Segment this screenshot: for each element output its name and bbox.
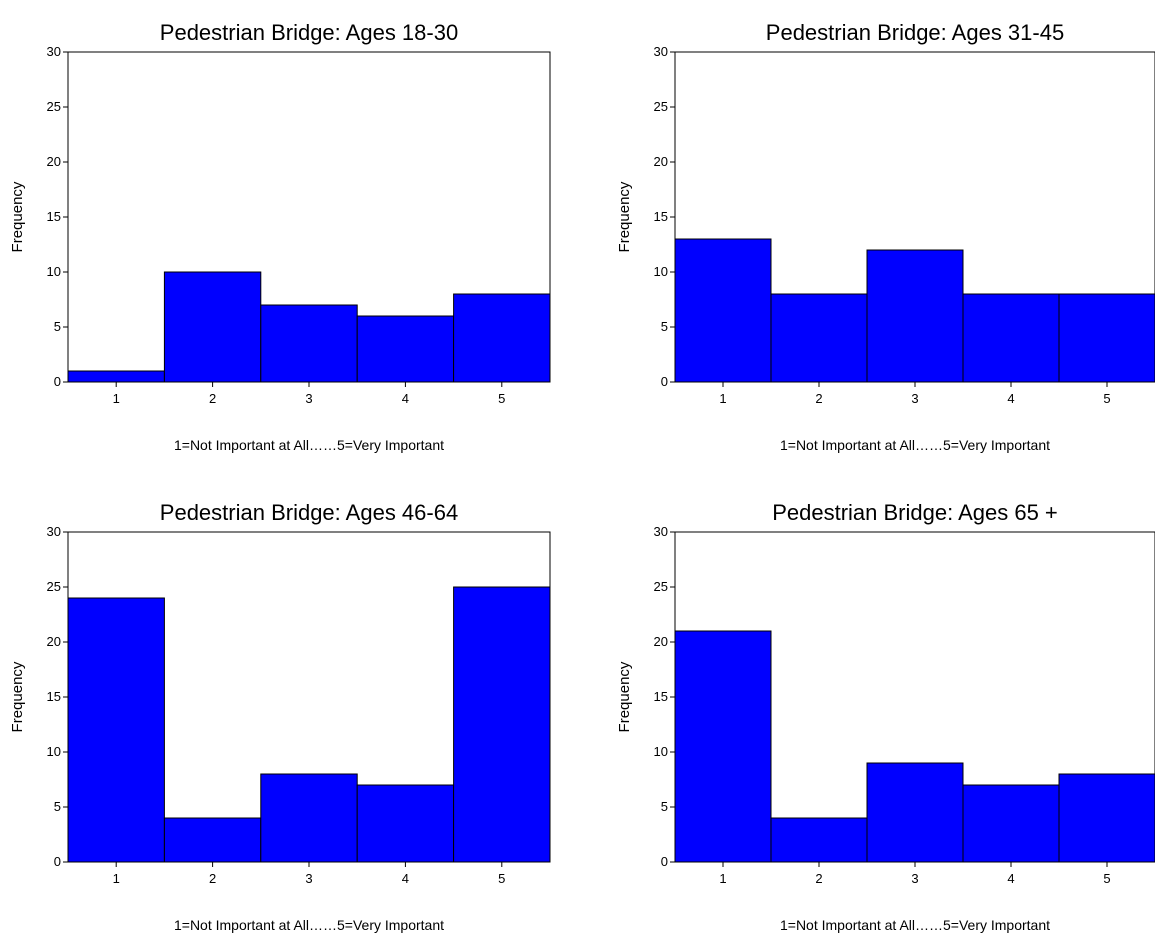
x-tick-label: 4: [402, 871, 409, 886]
bar-2: [163, 817, 262, 863]
bar-2: [770, 817, 868, 863]
y-tick-label: 30: [654, 524, 668, 539]
x-axis-label: 1=Not Important at All……5=Very Important: [174, 917, 444, 933]
histogram-panel-2: Pedestrian Bridge: Ages 31-4505101520253…: [616, 20, 1155, 453]
y-tick-label: 10: [654, 744, 668, 759]
chart-title: Pedestrian Bridge: Ages 46-64: [160, 500, 458, 525]
x-tick-label: 3: [305, 391, 312, 406]
bar-3: [866, 249, 964, 383]
y-tick-label: 30: [654, 44, 668, 59]
histogram-panel-1: Pedestrian Bridge: Ages 18-3005101520253…: [9, 20, 551, 453]
y-tick-label: 25: [654, 99, 668, 114]
bar-5: [1058, 773, 1155, 863]
x-tick-label: 4: [402, 391, 409, 406]
x-tick-label: 1: [113, 871, 120, 886]
bar-4: [962, 784, 1060, 863]
chart-title: Pedestrian Bridge: Ages 18-30: [160, 20, 458, 45]
y-tick-label: 20: [47, 634, 61, 649]
y-tick-label: 20: [654, 634, 668, 649]
chart-title: Pedestrian Bridge: Ages 31-45: [766, 20, 1064, 45]
y-tick-label: 15: [47, 209, 61, 224]
histogram-panel-4: Pedestrian Bridge: Ages 65 +051015202530…: [616, 500, 1155, 933]
x-tick-label: 5: [1103, 871, 1110, 886]
bar-5: [1058, 293, 1155, 383]
y-tick-label: 25: [47, 99, 61, 114]
bar-4: [356, 784, 455, 863]
y-tick-label: 10: [654, 264, 668, 279]
y-axis-label: Frequency: [616, 181, 633, 252]
bar-5: [453, 586, 551, 863]
y-tick-label: 0: [661, 374, 668, 389]
x-tick-label: 5: [498, 391, 505, 406]
y-tick-label: 20: [654, 154, 668, 169]
y-tick-label: 5: [661, 799, 668, 814]
x-tick-label: 1: [719, 871, 726, 886]
y-tick-label: 5: [661, 319, 668, 334]
bar-1: [67, 370, 165, 383]
x-tick-label: 1: [719, 391, 726, 406]
y-tick-label: 0: [54, 374, 61, 389]
x-tick-label: 2: [209, 871, 216, 886]
y-tick-label: 5: [54, 799, 61, 814]
x-tick-label: 5: [498, 871, 505, 886]
bar-2: [163, 271, 262, 383]
x-tick-label: 3: [911, 391, 918, 406]
x-tick-label: 2: [209, 391, 216, 406]
x-tick-label: 4: [1007, 391, 1014, 406]
bar-4: [962, 293, 1060, 383]
x-tick-label: 5: [1103, 391, 1110, 406]
bar-4: [356, 315, 455, 383]
y-axis-label: Frequency: [616, 661, 633, 732]
y-tick-label: 10: [47, 744, 61, 759]
y-tick-label: 30: [47, 44, 61, 59]
y-tick-label: 0: [661, 854, 668, 869]
y-tick-label: 10: [47, 264, 61, 279]
bar-1: [674, 238, 772, 383]
y-tick-label: 15: [654, 209, 668, 224]
x-tick-label: 2: [815, 871, 822, 886]
bar-3: [260, 304, 358, 383]
bar-3: [866, 762, 964, 863]
bar-3: [260, 773, 358, 863]
x-tick-label: 4: [1007, 871, 1014, 886]
y-tick-label: 15: [654, 689, 668, 704]
x-tick-label: 3: [305, 871, 312, 886]
chart-title: Pedestrian Bridge: Ages 65 +: [772, 500, 1058, 525]
y-tick-label: 0: [54, 854, 61, 869]
x-tick-label: 2: [815, 391, 822, 406]
y-tick-label: 25: [47, 579, 61, 594]
y-axis-label: Frequency: [9, 661, 26, 732]
y-tick-label: 20: [47, 154, 61, 169]
bar-2: [770, 293, 868, 383]
x-axis-label: 1=Not Important at All……5=Very Important: [780, 437, 1050, 453]
x-axis-label: 1=Not Important at All……5=Very Important: [174, 437, 444, 453]
y-axis-label: Frequency: [9, 181, 26, 252]
y-tick-label: 30: [47, 524, 61, 539]
y-tick-label: 25: [654, 579, 668, 594]
bar-5: [453, 293, 551, 383]
x-tick-label: 3: [911, 871, 918, 886]
x-axis-label: 1=Not Important at All……5=Very Important: [780, 917, 1050, 933]
bar-1: [67, 597, 165, 863]
y-tick-label: 15: [47, 689, 61, 704]
histogram-panel-3: Pedestrian Bridge: Ages 46-6405101520253…: [9, 500, 551, 933]
y-tick-label: 5: [54, 319, 61, 334]
bar-1: [674, 630, 772, 863]
x-tick-label: 1: [113, 391, 120, 406]
